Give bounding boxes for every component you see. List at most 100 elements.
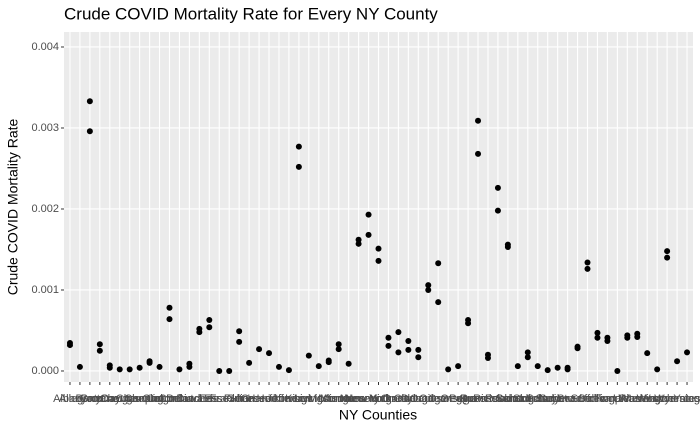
point xyxy=(634,333,641,340)
point xyxy=(96,341,103,348)
point xyxy=(335,341,342,348)
x-tick-label: Wayne xyxy=(640,393,674,405)
x-tick-label: Wyoming xyxy=(654,393,700,405)
point xyxy=(524,354,531,361)
point xyxy=(176,366,183,373)
x-tick-label: Kings xyxy=(285,393,313,405)
point xyxy=(345,360,352,367)
point xyxy=(504,244,511,251)
point xyxy=(594,334,601,341)
x-tick-label: Ulster xyxy=(613,393,642,405)
x-tick-label: Livingston xyxy=(294,393,344,405)
x-tick-label: Clinton xyxy=(142,393,176,405)
point xyxy=(96,347,103,354)
x-tick-label: Genesee xyxy=(227,393,272,405)
x-tick-label: Chemung xyxy=(116,393,164,405)
point xyxy=(494,184,501,191)
x-tick-label: Chenango xyxy=(124,393,175,405)
x-tick-label: Yates xyxy=(673,393,700,405)
x-tick-label: Monroe xyxy=(320,393,357,405)
x-tick-label: Oneida xyxy=(381,393,417,405)
point xyxy=(435,299,442,306)
x-tick-label: Cattaraugus xyxy=(80,393,140,405)
x-tick-label: Onondaga xyxy=(383,393,435,405)
point xyxy=(405,338,412,345)
point xyxy=(76,363,83,370)
x-tick-label: Cayuga xyxy=(101,393,140,405)
point xyxy=(136,364,143,371)
point xyxy=(395,349,402,356)
point xyxy=(236,328,243,335)
point xyxy=(425,286,432,293)
x-tick-label: New York City xyxy=(344,393,413,405)
x-tick-label: Bronx xyxy=(76,393,105,405)
x-tick-label: Dutchess xyxy=(176,393,222,405)
x-tick-label: Orleans xyxy=(419,393,458,405)
point xyxy=(415,346,422,353)
point xyxy=(604,338,611,345)
x-tick-label: Putnam xyxy=(449,393,487,405)
y-tick-label: 0.000 xyxy=(31,365,59,377)
point xyxy=(86,98,93,105)
x-tick-label: Warren xyxy=(619,393,655,405)
x-tick-label: Herkimer xyxy=(257,393,302,405)
point xyxy=(206,324,213,331)
point xyxy=(425,282,432,289)
point xyxy=(216,367,223,374)
point xyxy=(295,143,302,150)
point xyxy=(325,359,332,366)
point xyxy=(614,367,621,374)
x-tick-label: Chautauqua xyxy=(100,393,161,405)
x-tick-label: Schenectady xyxy=(496,393,560,405)
x-tick-label: Allegany xyxy=(59,393,102,405)
x-tick-label: Montgomery xyxy=(318,393,380,405)
y-tick-label: 0.004 xyxy=(31,41,59,53)
x-tick-label: Tioga xyxy=(594,393,622,405)
x-tick-label: Tompkins xyxy=(594,393,641,405)
point xyxy=(475,117,482,124)
x-tick-label: Washington xyxy=(618,393,676,405)
y-tick-label: 0.002 xyxy=(31,203,59,215)
point xyxy=(246,359,253,366)
x-tick-label: Columbia xyxy=(146,393,193,405)
point xyxy=(584,265,591,272)
point xyxy=(146,359,153,366)
x-tick-label: Rockland xyxy=(485,393,531,405)
x-tick-label: Orange xyxy=(410,393,447,405)
point xyxy=(335,346,342,353)
point xyxy=(664,248,671,255)
point xyxy=(126,366,133,373)
point xyxy=(236,338,243,345)
point xyxy=(206,316,213,323)
point xyxy=(624,334,631,341)
point xyxy=(365,231,372,238)
point xyxy=(116,366,123,373)
point xyxy=(315,363,322,370)
x-tick-label: Sullivan xyxy=(578,393,617,405)
point xyxy=(305,352,312,359)
x-tick-label: Essex xyxy=(204,393,234,405)
x-tick-label: Rensselaer xyxy=(460,393,516,405)
y-axis-label: Crude COVID Mortality Rate xyxy=(5,118,21,295)
x-tick-label: Fulton xyxy=(224,393,255,405)
point xyxy=(156,363,163,370)
point xyxy=(365,211,372,218)
point xyxy=(395,329,402,336)
y-tick-label: 0.003 xyxy=(31,122,59,134)
point xyxy=(66,339,73,346)
point xyxy=(594,329,601,336)
point xyxy=(196,329,203,336)
x-tick-label: Franklin xyxy=(210,393,249,405)
chart-title: Crude COVID Mortality Rate for Every NY … xyxy=(64,4,438,23)
x-tick-label: Hamilton xyxy=(247,393,290,405)
x-tick-label: Albany xyxy=(53,393,87,405)
x-tick-label: New York xyxy=(345,393,392,405)
point xyxy=(684,349,691,356)
x-tick-label: Jefferson xyxy=(266,393,311,405)
y-tick-label: 0.001 xyxy=(31,284,59,296)
point xyxy=(445,366,452,373)
point xyxy=(564,366,571,373)
x-tick-label: Suffolk xyxy=(571,393,605,405)
x-tick-label: St. Lawrence xyxy=(535,393,599,405)
point xyxy=(295,163,302,170)
